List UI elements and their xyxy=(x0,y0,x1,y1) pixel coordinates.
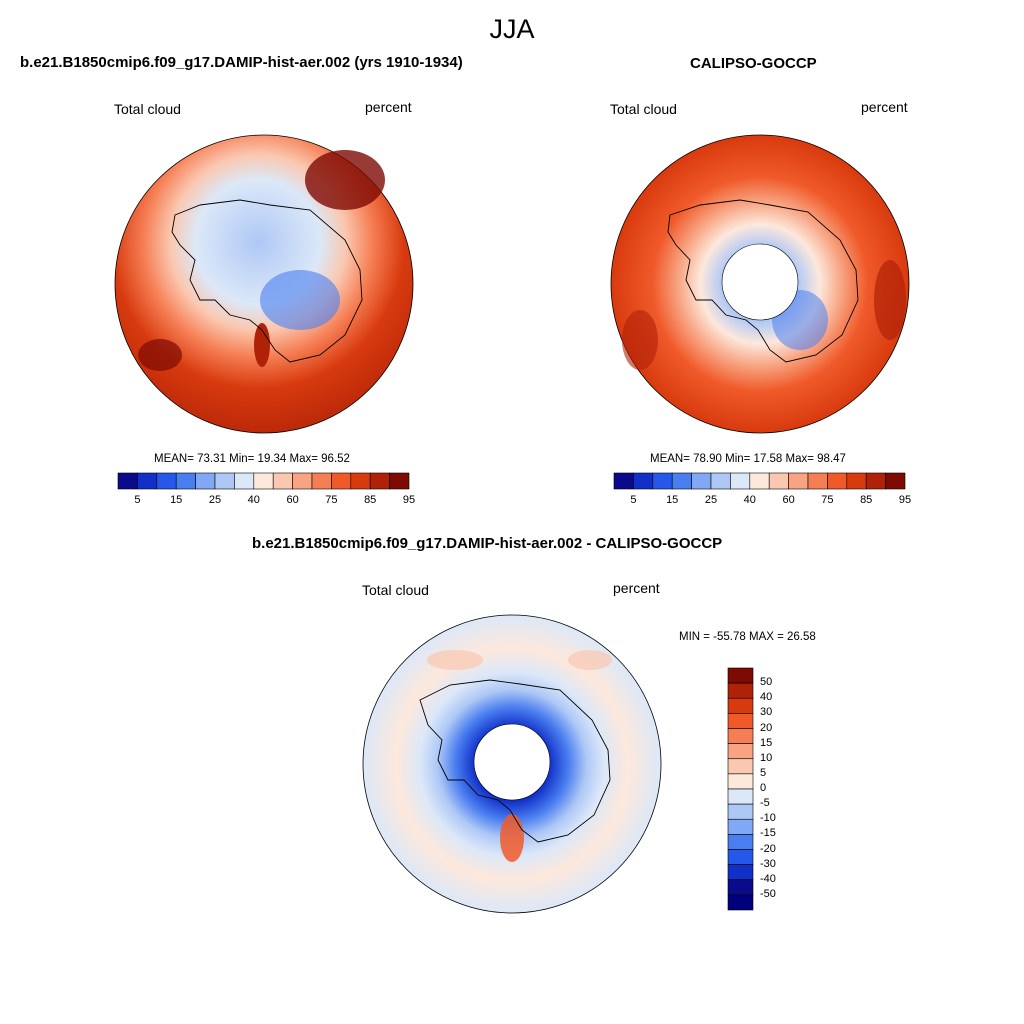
panel3-map xyxy=(362,614,662,914)
colorbar-swatch xyxy=(117,472,138,490)
colorbar-swatch xyxy=(885,472,906,490)
colorbar-swatch xyxy=(727,818,754,835)
panel2-map xyxy=(610,134,910,434)
colorbar-swatch xyxy=(234,472,255,490)
colorbar-swatch xyxy=(727,864,754,881)
panel1-map xyxy=(114,134,414,434)
colorbar-tick-label: -50 xyxy=(760,887,776,900)
colorbar-swatch xyxy=(727,849,754,865)
colorbar-swatch xyxy=(253,472,274,490)
colorbar-tick-label: 95 xyxy=(898,494,912,506)
colorbar-tick-label: 95 xyxy=(402,494,416,506)
colorbar-swatch xyxy=(691,472,712,490)
colorbar-swatch xyxy=(175,472,196,490)
colorbar-tick-label: 25 xyxy=(704,494,718,506)
colorbar-tick-label: 40 xyxy=(743,494,756,506)
panel2-colorbar xyxy=(613,472,906,490)
colorbar-swatch xyxy=(727,713,754,729)
panel1-stats: MEAN= 73.31 Min= 19.34 Max= 96.52 xyxy=(154,453,350,465)
colorbar-tick-label: -40 xyxy=(760,872,776,885)
colorbar-swatch xyxy=(727,894,754,911)
colorbar-swatch xyxy=(788,472,809,490)
main-title: JJA xyxy=(489,14,535,44)
colorbar-swatch xyxy=(710,472,731,490)
colorbar-swatch xyxy=(311,472,332,490)
panel3-title: b.e21.B1850cmip6.f09_g17.DAMIP-hist-aer.… xyxy=(252,535,723,552)
colorbar-tick-label: 0 xyxy=(760,782,767,794)
colorbar-swatch xyxy=(727,773,754,790)
colorbar-tick-label: 15 xyxy=(170,494,183,506)
colorbar-tick-label: 15 xyxy=(666,494,679,506)
colorbar-swatch xyxy=(727,743,754,760)
colorbar-swatch xyxy=(768,472,789,490)
colorbar-swatch xyxy=(272,472,293,490)
colorbar-swatch xyxy=(389,472,410,490)
colorbar-swatch xyxy=(727,834,754,850)
colorbar-swatch xyxy=(137,472,158,490)
colorbar-tick-label: 10 xyxy=(760,751,773,764)
colorbar-swatch xyxy=(214,472,235,490)
colorbar-swatch xyxy=(292,472,313,490)
colorbar-tick-label: 5 xyxy=(134,494,141,506)
colorbar-swatch xyxy=(671,472,692,490)
colorbar-swatch xyxy=(749,472,770,490)
colorbar-swatch xyxy=(156,472,177,490)
colorbar-swatch xyxy=(727,788,754,805)
colorbar-swatch xyxy=(730,472,751,490)
colorbar-tick-label: 60 xyxy=(782,494,795,506)
colorbar-swatch xyxy=(652,472,673,490)
colorbar-swatch xyxy=(331,472,352,490)
panel3-stats: MIN = -55.78 MAX = 26.58 xyxy=(679,631,816,643)
panel2-title: CALIPSO-GOCCP xyxy=(690,55,817,72)
colorbar-swatch xyxy=(613,472,634,490)
colorbar-tick-label: 75 xyxy=(821,494,834,506)
panel1-title: b.e21.B1850cmip6.f09_g17.DAMIP-hist-aer.… xyxy=(20,54,463,71)
panel2-units-label: percent xyxy=(861,99,908,115)
colorbar-swatch xyxy=(727,728,754,744)
colorbar-tick-label: 85 xyxy=(860,494,873,506)
colorbar-swatch xyxy=(195,472,216,490)
colorbar-tick-label: 15 xyxy=(760,736,773,749)
colorbar-swatch xyxy=(727,697,754,714)
panel3-units-label: percent xyxy=(613,580,660,596)
colorbar-swatch xyxy=(369,472,390,490)
colorbar-tick-label: 75 xyxy=(325,494,338,506)
colorbar-tick-label: -5 xyxy=(760,797,770,810)
colorbar-tick-label: 40 xyxy=(247,494,260,506)
panel1-colorbar xyxy=(117,472,410,490)
colorbar-swatch xyxy=(633,472,654,490)
colorbar-swatch xyxy=(727,879,754,896)
colorbar-tick-label: 25 xyxy=(208,494,222,506)
colorbar-tick-label: 40 xyxy=(760,691,773,704)
colorbar-tick-label: 5 xyxy=(760,766,767,779)
colorbar-tick-label: 30 xyxy=(760,706,773,719)
colorbar-tick-label: -30 xyxy=(760,857,776,870)
colorbar-tick-label: -20 xyxy=(760,842,776,855)
colorbar-tick-label: -10 xyxy=(760,812,776,825)
colorbar-tick-label: -15 xyxy=(760,827,776,840)
colorbar-tick-label: 5 xyxy=(630,494,637,506)
colorbar-tick-label: 85 xyxy=(364,494,377,506)
colorbar-tick-label: 60 xyxy=(286,494,299,506)
colorbar-swatch xyxy=(827,472,848,490)
colorbar-swatch xyxy=(727,758,754,775)
colorbar-swatch xyxy=(727,682,754,699)
colorbar-swatch xyxy=(727,667,754,684)
colorbar-tick-label: 50 xyxy=(760,676,773,689)
panel3-variable-label: Total cloud xyxy=(362,582,429,598)
panel2-stats: MEAN= 78.90 Min= 17.58 Max= 98.47 xyxy=(650,453,846,465)
panel1-units-label: percent xyxy=(365,99,412,115)
colorbar-tick-label: 20 xyxy=(760,721,773,734)
colorbar-swatch xyxy=(727,803,754,820)
colorbar-swatch xyxy=(807,472,828,490)
colorbar-swatch xyxy=(865,472,886,490)
colorbar-swatch xyxy=(846,472,867,490)
panel2-variable-label: Total cloud xyxy=(610,101,677,117)
colorbar-swatch xyxy=(350,472,371,490)
panel3-colorbar xyxy=(727,667,754,911)
panel1-variable-label: Total cloud xyxy=(114,101,181,117)
